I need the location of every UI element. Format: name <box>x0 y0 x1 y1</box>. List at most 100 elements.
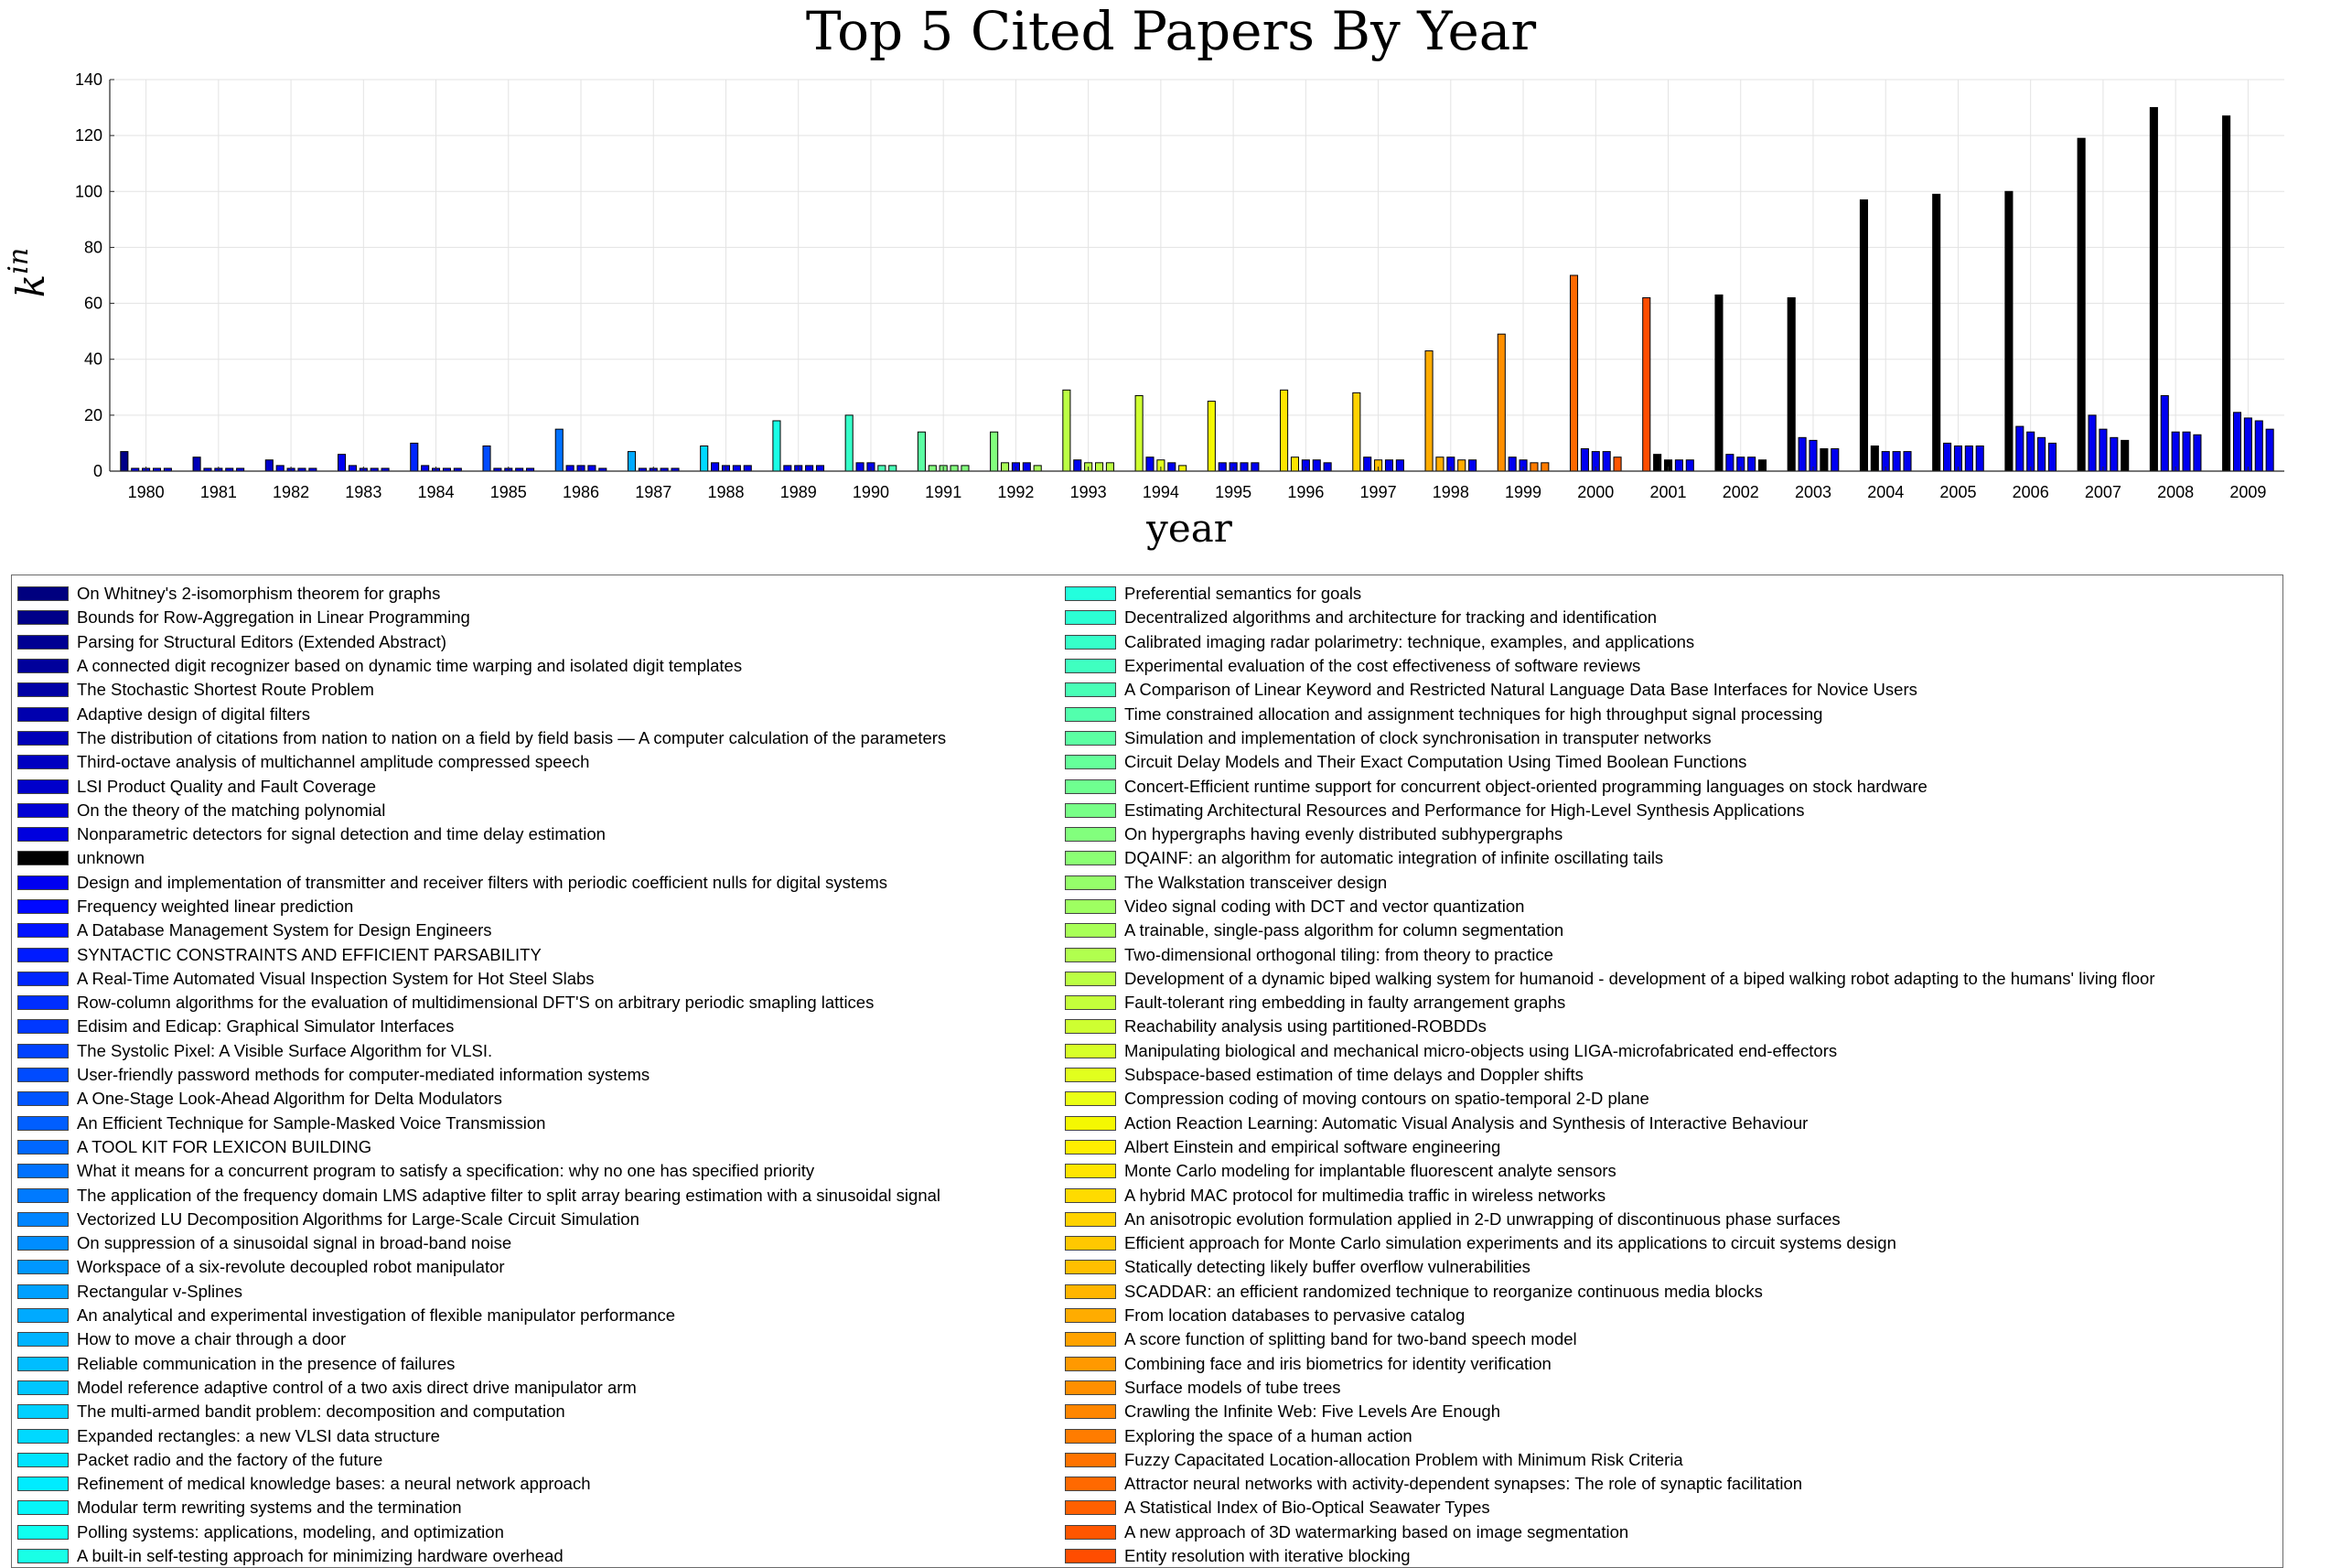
y-tick-label: 40 <box>84 350 102 369</box>
legend-label: A built-in self-testing approach for min… <box>77 1546 564 1566</box>
legend-item: Vectorized LU Decomposition Algorithms f… <box>17 1208 946 1231</box>
bar-1990-4 <box>877 465 886 472</box>
legend-item: Parsing for Structural Editors (Extended… <box>17 630 946 654</box>
bar-2000-4 <box>1602 451 1611 472</box>
x-tick-label: 2007 <box>2085 483 2121 501</box>
legend-label: Refinement of medical knowledge bases: a… <box>77 1474 591 1494</box>
grid-lines <box>110 79 2284 472</box>
legend-item: Video signal coding with DCT and vector … <box>1065 895 2155 918</box>
x-tick-label: 2002 <box>1723 483 1759 501</box>
legend-label: Entity resolution with iterative blockin… <box>1124 1546 1411 1566</box>
legend-swatch <box>17 634 69 650</box>
bar-2008-2 <box>2160 394 2169 472</box>
bar-2000-5 <box>1613 456 1622 472</box>
legend-item: unknown <box>17 846 946 870</box>
bar-2008-3 <box>2171 431 2180 472</box>
legend-swatch <box>1065 1308 1116 1324</box>
legend-swatch <box>17 1043 69 1058</box>
legend-label: On suppression of a sinusoidal signal in… <box>77 1233 512 1253</box>
legend-label: Attractor neural networks with activity-… <box>1124 1474 1803 1494</box>
legend-label: Parsing for Structural Editors (Extended… <box>77 631 447 651</box>
legend-swatch <box>17 1187 69 1203</box>
legend-label: Expanded rectangles: a new VLSI data str… <box>77 1425 440 1445</box>
legend-swatch <box>17 1356 69 1371</box>
legend-item: A Real-Time Automated Visual Inspection … <box>17 967 946 991</box>
bar-2005-5 <box>1975 445 1984 472</box>
legend-swatch <box>1065 1043 1116 1058</box>
legend-label: Model reference adaptive control of a tw… <box>77 1377 637 1397</box>
legend-item: On hypergraphs having evenly distributed… <box>1065 822 2155 846</box>
axes: 0 20 40 60 80 100 120 140 1980 1981 1982 1983 1984 19… <box>75 70 2284 501</box>
legend-label: Frequency weighted linear prediction <box>77 897 354 916</box>
bar-2003-3 <box>1809 439 1818 472</box>
legend-swatch <box>17 610 69 626</box>
bar-1991-4 <box>950 465 959 472</box>
legend-label: Development of a dynamic biped walking s… <box>1124 968 2155 988</box>
legend-swatch <box>17 1260 69 1275</box>
legend-item: Combining face and iris biometrics for i… <box>1065 1352 2155 1376</box>
bar-2003-4 <box>1820 448 1829 472</box>
bar-1997-1 <box>1352 392 1361 472</box>
bar-1984-1 <box>410 442 419 472</box>
legend-swatch <box>1065 1091 1116 1107</box>
legend-label: Efficient approach for Monte Carlo simul… <box>1124 1233 1896 1253</box>
legend-item: Design and implementation of transmitter… <box>17 871 946 895</box>
legend-item: An anisotropic evolution formulation app… <box>1065 1208 2155 1231</box>
legend-item: SYNTACTIC CONSTRAINTS AND EFFICIENT PARS… <box>17 942 946 966</box>
bar-1986-1 <box>554 428 564 472</box>
x-tick-label: 1998 <box>1433 483 1469 501</box>
bar-1999-1 <box>1497 333 1506 472</box>
bar-2002-5 <box>1757 459 1767 472</box>
legend-label: A connected digit recognizer based on dy… <box>77 656 743 676</box>
bar-2001-1 <box>1642 296 1651 472</box>
legend-label: Two-dimensional orthogonal tiling: from … <box>1124 944 1553 964</box>
legend-item: A score function of splitting band for t… <box>1065 1327 2155 1351</box>
legend-swatch <box>17 875 69 890</box>
legend-item: Preferential semantics for goals <box>1065 582 2155 606</box>
bar-2006-2 <box>2015 425 2024 472</box>
legend-label: Decentralized algorithms and architectur… <box>1124 607 1658 628</box>
bar-1992-4 <box>1022 462 1031 472</box>
bar-1989-1 <box>772 420 781 472</box>
legend-item: Attractor neural networks with activity-… <box>1065 1472 2155 1496</box>
bar-2007-2 <box>2088 414 2097 472</box>
legend-swatch <box>17 1091 69 1107</box>
x-tick-label: 1989 <box>780 483 817 501</box>
legend-swatch <box>1065 1452 1116 1467</box>
bar-2001-2 <box>1653 454 1662 472</box>
legend-swatch <box>1065 755 1116 770</box>
legend-label: A trainable, single-pass algorithm for c… <box>1124 920 1564 940</box>
legend-column-left: On Whitney's 2-isomorphism theorem for g… <box>17 582 946 1568</box>
legend-item: A hybrid MAC protocol for multimedia tra… <box>1065 1183 2155 1207</box>
legend-label: SCADDAR: an efficient randomized techniq… <box>1124 1281 1763 1301</box>
legend-item: Modular term rewriting systems and the t… <box>17 1496 946 1520</box>
legend-swatch <box>17 1115 69 1131</box>
bar-2007-3 <box>2099 428 2108 472</box>
x-tick-label: 1994 <box>1143 483 1179 501</box>
legend: On Whitney's 2-isomorphism theorem for g… <box>11 575 2283 1568</box>
bar-1988-2 <box>711 462 720 472</box>
bar-2005-1 <box>1932 193 1941 472</box>
legend-label: A TOOL KIT FOR LEXICON BUILDING <box>77 1136 372 1156</box>
legend-label: Reliable communication in the presence o… <box>77 1353 456 1373</box>
legend-item: Rectangular v-Splines <box>17 1280 946 1304</box>
legend-label: A hybrid MAC protocol for multimedia tra… <box>1124 1185 1606 1205</box>
legend-item: DQAINF: an algorithm for automatic integ… <box>1065 846 2155 870</box>
legend-label: Vectorized LU Decomposition Algorithms f… <box>77 1208 639 1229</box>
legend-swatch <box>1065 610 1116 626</box>
legend-swatch <box>1065 851 1116 866</box>
legend-swatch <box>17 1452 69 1467</box>
legend-label: The distribution of citations from natio… <box>77 727 947 747</box>
bar-chart: Top 5 Cited Papers By Year 0 20 40 60 80 100 1… <box>3 0 2284 551</box>
bar-2004-4 <box>1892 451 1901 472</box>
bar-2009-5 <box>2265 428 2274 472</box>
legend-label: Estimating Architectural Resources and P… <box>1124 800 1805 820</box>
legend-item: Fuzzy Capacitated Location-allocation Pr… <box>1065 1448 2155 1472</box>
bar-2008-1 <box>2149 107 2158 472</box>
legend-swatch <box>17 971 69 986</box>
legend-label: Reachability analysis using partitioned-… <box>1124 1016 1487 1036</box>
x-axis-label: year <box>1145 506 1233 551</box>
bar-1992-2 <box>1000 462 1010 472</box>
legend-swatch <box>17 1236 69 1251</box>
bar-2005-2 <box>1943 442 1952 472</box>
